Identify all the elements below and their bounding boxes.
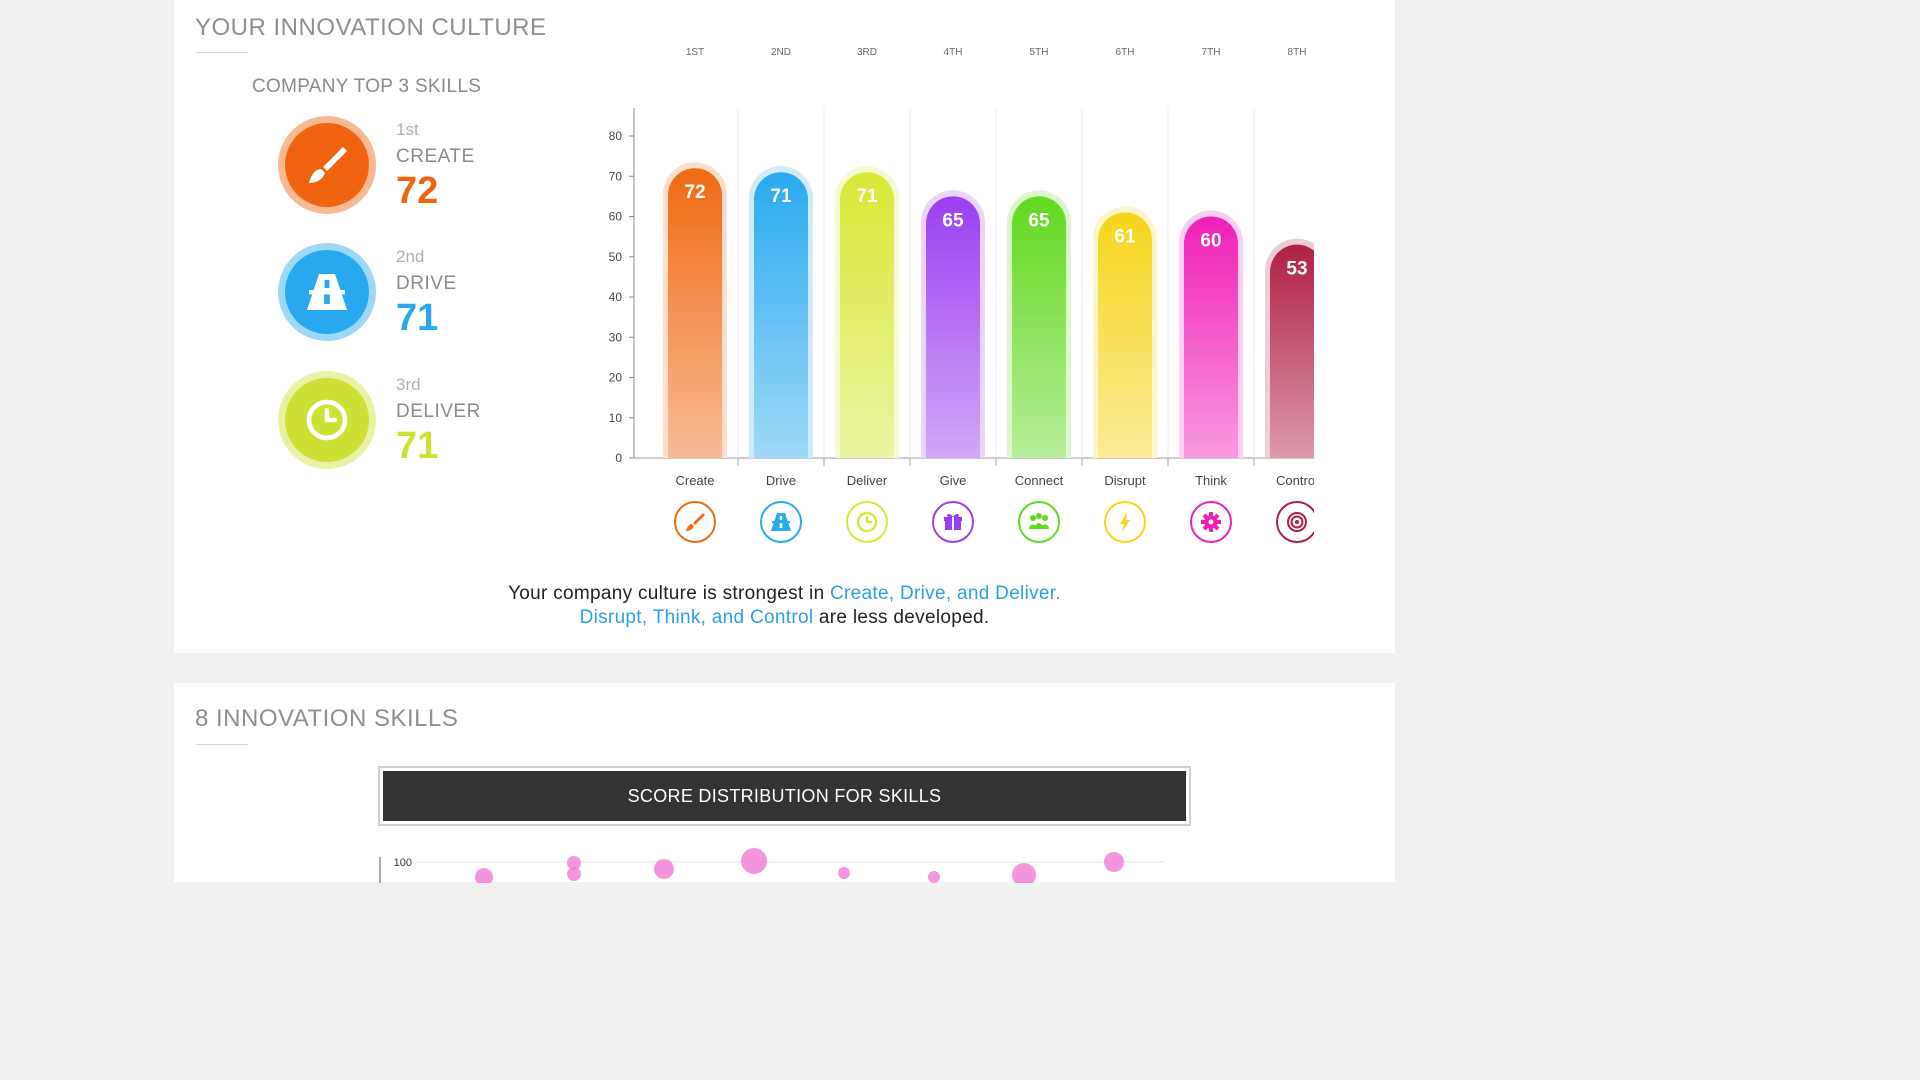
bar-control[interactable]	[1270, 244, 1314, 458]
road-icon	[307, 274, 347, 310]
summary-text: are less developed.	[813, 607, 990, 628]
y-tick-label: 20	[609, 371, 623, 385]
y-tick-label: 10	[609, 411, 623, 425]
top-skill-badge	[278, 371, 376, 469]
top-skill-disc	[285, 250, 369, 334]
dist-point[interactable]	[1012, 863, 1036, 883]
bar-disrupt[interactable]	[1098, 212, 1152, 458]
gear-icon[interactable]	[1190, 501, 1232, 543]
lightning-icon[interactable]	[1104, 501, 1146, 543]
rank-label: 5TH	[1030, 47, 1049, 58]
dist-point[interactable]	[475, 868, 493, 883]
top-skill-name: CREATE	[396, 146, 475, 167]
bar-create[interactable]	[668, 168, 722, 458]
top-skill-name: DRIVE	[396, 273, 457, 294]
paintbrush-icon[interactable]	[674, 501, 716, 543]
paintbrush-icon	[309, 147, 347, 183]
y-tick-label: 0	[615, 451, 622, 465]
dist-point[interactable]	[654, 859, 674, 879]
dist-points	[475, 848, 1124, 883]
bar-value-label: 71	[856, 186, 878, 207]
title-underline	[196, 744, 248, 745]
bar-value-label: 53	[1286, 259, 1307, 280]
score-distribution-title: SCORE DISTRIBUTION FOR SKILLS	[383, 771, 1186, 821]
y-tick-label: 30	[609, 330, 623, 344]
gift-icon[interactable]	[932, 501, 974, 543]
dist-point[interactable]	[741, 848, 767, 874]
clock-icon[interactable]	[846, 501, 888, 543]
section-title: YOUR INNOVATION CULTURE	[195, 14, 547, 41]
rank-label: 7TH	[1202, 47, 1221, 58]
summary-weak-skills[interactable]: Disrupt, Think, and Control	[579, 607, 814, 628]
bar-value-label: 72	[684, 182, 705, 203]
top-skill-name: DELIVER	[396, 401, 481, 422]
y-tick-label: 40	[609, 290, 623, 304]
top-skill-disc	[285, 378, 369, 462]
score-distribution-banner[interactable]: SCORE DISTRIBUTION FOR SKILLS	[378, 766, 1191, 826]
bar-think[interactable]	[1184, 216, 1238, 459]
bar-value-label: 65	[942, 210, 964, 231]
dist-point[interactable]	[838, 867, 850, 879]
bar-value-label: 65	[1028, 210, 1050, 231]
innovation-skills-card: 8 INNOVATION SKILLS SCORE DISTRIBUTION F…	[174, 683, 1395, 883]
title-underline	[196, 52, 248, 53]
y-tick-label: 80	[609, 129, 623, 143]
score-distribution-chart: 100	[379, 848, 1164, 883]
top-skill-rank: 3rd	[396, 375, 421, 394]
bar-value-label: 61	[1114, 226, 1136, 247]
rank-label: 4TH	[944, 47, 963, 58]
dist-point[interactable]	[1104, 852, 1124, 872]
bar-drive[interactable]	[754, 172, 808, 458]
category-label: Disrupt	[1104, 473, 1146, 488]
target-icon[interactable]	[1276, 501, 1314, 543]
category-label: Drive	[766, 473, 796, 488]
top-skill-create[interactable]: 1st CREATE 72	[278, 116, 598, 226]
bar-connect[interactable]	[1012, 196, 1066, 458]
summary-strong-skills[interactable]: Create, Drive, and Deliver.	[830, 583, 1061, 604]
y-tick-label: 70	[609, 169, 623, 183]
category-label: Connect	[1015, 473, 1064, 488]
people-icon[interactable]	[1018, 501, 1060, 543]
bar-value-label: 60	[1200, 231, 1221, 252]
summary-text: Your company culture is strongest in	[508, 583, 831, 604]
category-label: Deliver	[847, 473, 888, 488]
bar-value-label: 71	[770, 186, 792, 207]
y-tick-label: 50	[609, 250, 623, 264]
innovation-culture-card: YOUR INNOVATION CULTURE COMPANY TOP 3 SK…	[174, 0, 1395, 653]
top-skill-rank: 1st	[396, 120, 419, 139]
top-skill-drive[interactable]: 2nd DRIVE 71	[278, 243, 598, 353]
top-skill-disc	[285, 123, 369, 207]
road-icon[interactable]	[760, 501, 802, 543]
rank-label: 1ST	[686, 47, 704, 58]
bar-give[interactable]	[926, 196, 980, 458]
rank-label: 6TH	[1116, 47, 1135, 58]
rank-label: 2ND	[771, 47, 791, 58]
top-skill-rank: 2nd	[396, 247, 425, 266]
top3-title: COMPANY TOP 3 SKILLS	[252, 76, 482, 97]
category-label: Control	[1276, 473, 1314, 488]
section-title: 8 INNOVATION SKILLS	[195, 705, 459, 732]
category-label: Think	[1195, 473, 1227, 488]
dist-point[interactable]	[567, 856, 581, 870]
summary-line-2: Disrupt, Think, and Control are less dev…	[174, 606, 1395, 630]
rank-label: 8TH	[1288, 47, 1307, 58]
category-label: Create	[675, 473, 714, 488]
top-skill-deliver[interactable]: 3rd DELIVER 71	[278, 371, 598, 481]
rank-label: 3RD	[857, 47, 877, 58]
summary-line-1: Your company culture is strongest in Cre…	[174, 582, 1395, 606]
top-skill-score: 71	[396, 297, 439, 339]
dist-point[interactable]	[928, 871, 940, 883]
dist-ytick-label: 100	[394, 857, 412, 869]
top-skill-score: 72	[396, 170, 439, 212]
top-skill-score: 71	[396, 425, 439, 467]
dist-point[interactable]	[567, 867, 581, 881]
clock-icon	[306, 399, 348, 441]
top-skill-badge	[278, 116, 376, 214]
bar-deliver[interactable]	[840, 172, 894, 458]
skills-bar-chart: 0 10 20 30 40 50 60 70 80 72 1ST Create 71 2ND Drive 71…	[609, 47, 1314, 543]
category-label: Give	[940, 473, 967, 488]
y-tick-label: 60	[609, 210, 623, 224]
top-skill-badge	[278, 243, 376, 341]
